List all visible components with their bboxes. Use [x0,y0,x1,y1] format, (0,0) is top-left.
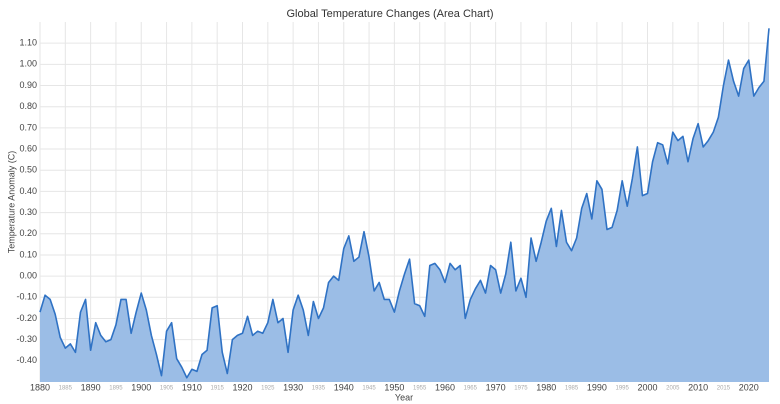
x-tick-label: 1935 [312,386,326,392]
y-tick-label: 0.80 [19,101,37,111]
x-tick-label: 1990 [587,382,607,392]
y-tick-label: 0.30 [19,207,37,217]
y-tick-label: 0.20 [19,228,37,238]
x-tick-label: 1890 [81,382,101,392]
y-axis-title: Temperature Anomaly (C) [6,151,16,254]
x-tick-label: 1950 [384,382,404,392]
y-tick-label: -0.40 [16,355,37,365]
x-tick-label: 1975 [514,386,528,392]
y-tick-label: 0.90 [19,80,37,90]
x-tick-label: 1965 [464,386,478,392]
area-fill [40,28,769,382]
x-tick-label: 1980 [536,382,556,392]
x-tick-label: 1930 [283,382,303,392]
x-tick-label: 1910 [182,382,202,392]
x-tick-label: 1925 [261,386,275,392]
x-tick-label: 1920 [232,382,252,392]
y-tick-label: 0.70 [19,122,37,132]
y-tick-label: 0.00 [19,270,37,280]
x-tick-label: 1895 [109,386,123,392]
y-tick-label: -0.30 [16,334,37,344]
x-tick-label: 1970 [486,382,506,392]
x-tick-label: 1915 [211,386,225,392]
x-tick-label: 1905 [160,386,174,392]
x-axis-title: Year [395,392,413,402]
y-tick-label: 0.60 [19,143,37,153]
area-line [39,28,770,379]
x-tick-label: 1945 [362,386,376,392]
x-tick-label: 1960 [435,382,455,392]
x-tick-label: 1995 [616,386,630,392]
y-tick-label: -0.10 [16,292,37,302]
x-tick-label: 1900 [131,382,151,392]
y-tick-label: 0.50 [19,165,37,175]
x-tick-label: 2010 [688,382,708,392]
chart-title: Global Temperature Changes (Area Chart) [286,8,493,20]
x-tick-label: 1940 [334,382,354,392]
x-tick-label: 1955 [413,386,427,392]
x-tick-label: 1880 [30,382,50,392]
x-tick-label: 2015 [717,386,731,392]
x-tick-label: 1985 [565,386,579,392]
x-tick-label: 1885 [59,386,73,392]
y-tick-label: 1.00 [19,59,37,69]
x-tick-label: 2020 [739,382,759,392]
y-tick-label: 1.10 [19,38,37,48]
y-tick-label: 0.40 [19,186,37,196]
x-tick-label: 2000 [637,382,657,392]
y-tick-label: 0.10 [19,249,37,259]
x-tick-label: 2005 [666,386,680,392]
y-tick-label: -0.20 [16,313,37,323]
